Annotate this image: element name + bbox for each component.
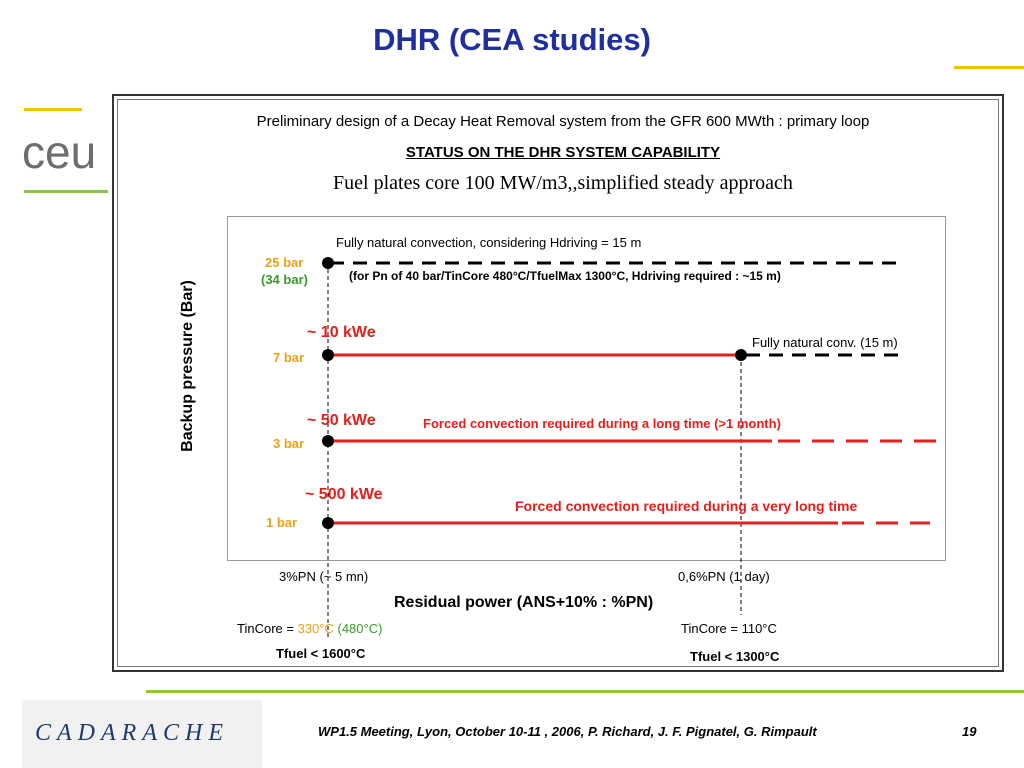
natural-conv-annotation: Fully natural conv. (15 m) <box>752 335 898 350</box>
cadarache-logo-box <box>22 700 262 768</box>
pressure-7bar-label: 7 bar <box>273 350 305 365</box>
tincore-left-value: 330°C <box>297 621 334 636</box>
forced-very-long-annotation: Forced convection required during a very… <box>515 498 858 514</box>
status-heading: STATUS ON THE DHR SYSTEM CAPABILITY <box>405 144 721 161</box>
pressure-25bar-label: 25 bar <box>265 255 304 270</box>
x-tick-0-6pct: 0,6%PN (1 day) <box>678 569 770 584</box>
slide-title: DHR (CEA studies) <box>373 22 651 57</box>
plot-area <box>227 216 946 561</box>
pressure-1bar-label: 1 bar <box>266 515 298 530</box>
tfuel-right: Tfuel < 1300°C <box>690 649 780 664</box>
marker-3bar <box>322 435 334 447</box>
top-note: Fully natural convection, considering Hd… <box>336 235 642 250</box>
tincore-left-prefix: TinCore = <box>237 621 298 636</box>
diagram-heading: Preliminary design of a Decay Heat Remov… <box>256 113 870 130</box>
footer-text: WP1.5 Meeting, Lyon, October 10-11 , 200… <box>318 724 817 739</box>
accent-line-top-right <box>954 66 1024 69</box>
forced-long-annotation: Forced convection required during a long… <box>423 416 781 431</box>
tincore-left-alt: (480°C) <box>337 621 383 636</box>
cadarache-logo: CADARACHE <box>35 720 229 746</box>
approach-subheading: Fuel plates core 100 MW/m3,,simplified s… <box>333 172 793 194</box>
marker-7bar-left <box>322 349 334 361</box>
cea-logo: ceu <box>22 128 96 178</box>
svg-text:ceu: ceu <box>22 128 96 178</box>
tfuel-left: Tfuel < 1600°C <box>276 646 366 661</box>
top-subnote: (for Pn of 40 bar/TinCore 480°C/TfuelMax… <box>349 269 781 283</box>
x-axis-label: Residual power (ANS+10% : %PN) <box>394 594 654 611</box>
tincore-left: TinCore = 330°C (480°C) <box>237 621 382 636</box>
power-50kwe-label: ~ 50 kWe <box>307 412 376 429</box>
page-number: 19 <box>962 724 977 739</box>
logo-accent-line <box>24 108 82 111</box>
tincore-right: TinCore = 110°C <box>681 621 777 636</box>
power-500kwe-label: ~ 500 kWe <box>305 486 383 503</box>
marker-7bar-right <box>735 349 747 361</box>
x-tick-3pct: 3%PN (~ 5 mn) <box>279 569 369 584</box>
pressure-34bar-label: (34 bar) <box>261 272 308 287</box>
y-axis-label: Backup pressure (Bar) <box>179 280 196 452</box>
marker-1bar <box>322 517 334 529</box>
marker-25bar <box>322 257 334 269</box>
footer-green-line <box>146 690 1024 693</box>
pressure-3bar-label: 3 bar <box>273 436 305 451</box>
logo-green-line <box>24 190 108 193</box>
power-10kwe-label: ~ 10 kWe <box>307 324 376 341</box>
